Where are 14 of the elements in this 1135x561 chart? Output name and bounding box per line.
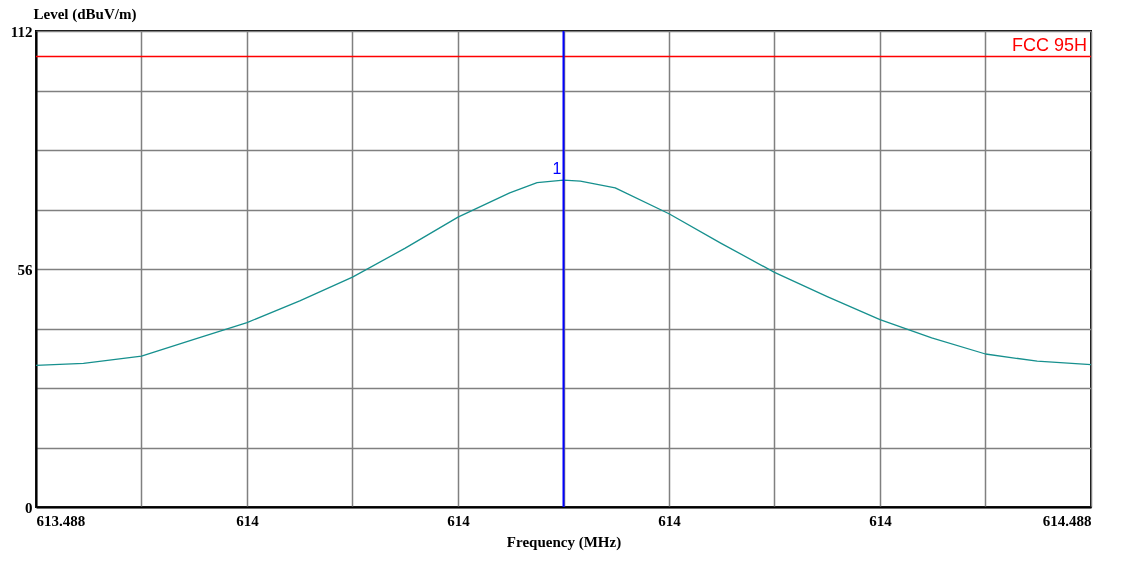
line-series [35,179,1092,367]
y-axis-title: Level (dBuV/m) [33,5,137,23]
x-axis-title: Frequency (MHz) [506,533,622,551]
y-tick-label: 112 [10,23,33,40]
x-tick-label: 614 [869,512,893,529]
x-tick-label: 614 [236,512,260,529]
annotation: 1 [552,160,562,178]
x-tick-label: 614 [658,512,682,529]
x-tick-label: 614.488 [1042,512,1092,529]
x-tick-label: 614 [447,512,471,529]
ref-line-label: FCC 95H [1011,34,1087,55]
y-tick-label: 0 [25,499,33,516]
y-tick-label: 56 [17,261,33,278]
x-tick-label: 613.488 [36,512,86,529]
